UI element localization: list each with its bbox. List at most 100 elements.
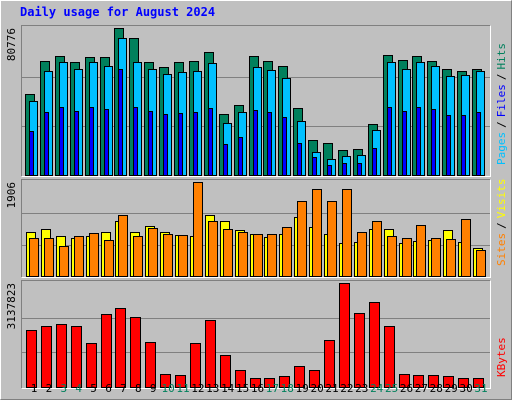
bar — [446, 239, 456, 277]
bar — [41, 326, 52, 388]
bar — [208, 221, 218, 277]
x-tick-label: 5 — [90, 382, 97, 395]
bar — [476, 250, 486, 277]
bar — [160, 374, 171, 388]
x-tick-label: 6 — [105, 382, 112, 395]
bar — [264, 378, 275, 388]
bar — [267, 112, 272, 176]
x-tick-label: 3 — [60, 382, 67, 395]
bar — [357, 163, 362, 176]
plot-border-dark — [21, 179, 491, 278]
plot-border-light — [21, 280, 491, 389]
legend-entry: Hits — [495, 43, 508, 70]
bar — [282, 117, 287, 176]
bar — [118, 69, 123, 176]
x-tick-label: 28 — [430, 382, 443, 395]
chart-title: Daily usage for August 2024 — [20, 5, 215, 19]
legend: Pages / Files / Hits — [495, 43, 508, 165]
bar — [428, 375, 439, 388]
bar — [74, 236, 84, 277]
legend-separator: / — [495, 74, 508, 81]
bar — [461, 115, 466, 176]
bar — [178, 113, 183, 176]
bar — [372, 148, 377, 176]
bar — [148, 228, 158, 277]
x-tick-label: 11 — [176, 382, 189, 395]
bar — [458, 378, 469, 388]
bar — [163, 234, 173, 277]
legend-separator: / — [495, 121, 508, 128]
bar — [208, 108, 213, 176]
bar — [238, 137, 243, 176]
bar — [205, 320, 216, 388]
legend-entry: Files — [495, 84, 508, 117]
bar — [130, 317, 141, 388]
x-tick-label: 22 — [340, 382, 353, 395]
x-tick-label: 8 — [135, 382, 142, 395]
legend-entry: Pages — [495, 132, 508, 165]
bar — [282, 227, 292, 277]
bar — [253, 110, 258, 176]
legend-separator: / — [495, 222, 508, 229]
x-tick-label: 20 — [310, 382, 323, 395]
y-tick-label: 80776 — [5, 28, 18, 61]
legend: KBytes — [495, 337, 508, 377]
bar — [253, 234, 263, 277]
bar — [115, 308, 126, 388]
plot-border-dark — [21, 25, 491, 177]
x-tick-label: 17 — [266, 382, 279, 395]
bar — [297, 143, 302, 176]
bar — [279, 376, 290, 388]
bar — [431, 109, 436, 176]
legend: Sites / Visits — [495, 179, 508, 267]
bar — [250, 378, 261, 388]
bar — [327, 165, 332, 176]
bar — [163, 114, 168, 176]
bar — [59, 246, 69, 277]
bar — [26, 330, 37, 388]
plot-border-light — [21, 25, 491, 177]
bar — [324, 340, 335, 388]
x-tick-label: 23 — [355, 382, 368, 395]
bar — [175, 375, 186, 388]
bar — [297, 201, 307, 277]
x-tick-label: 31 — [474, 382, 487, 395]
bar — [193, 112, 198, 176]
bar — [104, 109, 109, 176]
bar — [416, 107, 421, 176]
bar — [101, 314, 112, 388]
bar — [387, 107, 392, 176]
x-tick-label: 4 — [75, 382, 82, 395]
bar — [89, 107, 94, 176]
bar — [190, 343, 201, 388]
bar — [342, 163, 347, 176]
x-tick-label: 9 — [150, 382, 157, 395]
bar — [294, 366, 305, 388]
bar — [44, 112, 49, 176]
x-tick-label: 21 — [325, 382, 338, 395]
bar — [133, 107, 138, 176]
bar — [372, 221, 382, 277]
bar — [29, 238, 39, 277]
y-tick-label: 3137823 — [5, 283, 18, 329]
x-tick-label: 27 — [415, 382, 428, 395]
bar — [473, 378, 484, 388]
x-tick-label: 1 — [31, 382, 38, 395]
bar — [148, 111, 153, 176]
bar — [238, 232, 248, 277]
bar — [220, 355, 231, 388]
legend-entry: Sites — [495, 233, 508, 266]
x-tick-label: 14 — [221, 382, 235, 395]
bar — [193, 182, 203, 277]
bar — [74, 111, 79, 176]
x-tick-label: 30 — [459, 382, 472, 395]
legend-entry: Visits — [495, 179, 508, 219]
x-tick-label: 12 — [191, 382, 204, 395]
x-tick-label: 7 — [120, 382, 127, 395]
x-tick-label: 15 — [236, 382, 249, 395]
bar — [59, 107, 64, 176]
bar — [309, 370, 320, 388]
bar — [357, 232, 367, 277]
plot-area — [21, 280, 490, 388]
